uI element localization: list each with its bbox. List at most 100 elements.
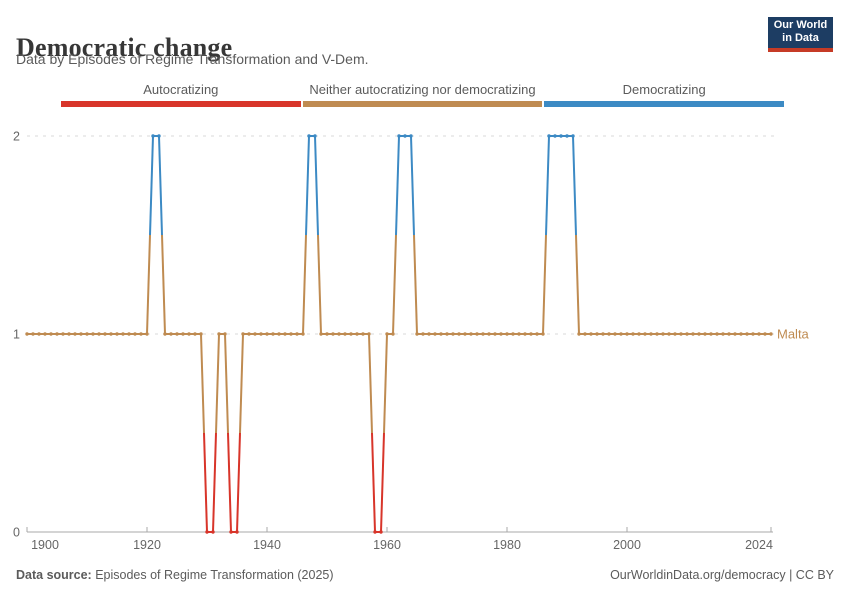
data-point-marker [553,134,557,138]
line-segment [410,135,415,236]
data-point-marker [601,332,605,336]
line-segment [371,432,376,533]
data-point-marker [403,134,407,138]
data-point-marker [325,332,329,336]
data-point-marker [133,332,137,336]
data-point-marker [235,530,239,534]
data-point-marker [769,332,773,336]
x-tick-label: 2024 [745,538,773,552]
legend-bar [544,101,785,107]
data-point-marker [457,332,461,336]
line-segment [383,333,388,434]
data-point-marker [73,332,77,336]
data-point-marker [97,332,101,336]
data-point-marker [79,332,83,336]
y-tick-label: 1 [13,328,20,342]
category-legend: Autocratizing Neither autocratizing nor … [60,82,785,107]
data-point-marker [523,332,527,336]
data-point-marker [619,332,623,336]
data-point-marker [349,332,353,336]
data-point-marker [589,332,593,336]
line-segment [236,432,241,533]
data-point-marker [247,332,251,336]
data-point-marker [175,332,179,336]
data-point-marker [103,332,107,336]
data-point-marker [367,332,371,336]
data-point-marker [67,332,71,336]
data-point-marker [667,332,671,336]
chart-subtitle: Data by Episodes of Regime Transformatio… [16,51,369,67]
legend-bar [302,101,543,107]
data-point-marker [469,332,473,336]
data-point-marker [361,332,365,336]
data-point-marker [355,332,359,336]
chart-footer: Data source: Episodes of Regime Transfor… [16,568,834,582]
data-point-marker [43,332,47,336]
data-point-marker [409,134,413,138]
data-point-marker [547,134,551,138]
data-point-marker [211,530,215,534]
data-point-marker [697,332,701,336]
data-point-marker [625,332,629,336]
data-point-marker [307,134,311,138]
data-point-marker [475,332,479,336]
data-point-marker [703,332,707,336]
data-point-marker [187,332,191,336]
data-point-marker [433,332,437,336]
y-tick-label: 0 [13,526,20,540]
line-segment [380,432,385,533]
data-point-marker [739,332,743,336]
data-point-marker [61,332,65,336]
line-segment [212,432,217,533]
data-point-marker [505,332,509,336]
owid-logo-line1: Our World [773,19,828,31]
data-point-marker [385,332,389,336]
legend-label: Autocratizing [143,82,219,97]
data-point-marker [511,332,515,336]
data-source: Data source: Episodes of Regime Transfor… [16,568,334,582]
data-point-marker [319,332,323,336]
data-point-marker [91,332,95,336]
data-point-marker [373,530,377,534]
series-line-malta[interactable] [27,135,771,533]
data-point-marker [25,332,29,336]
data-point-marker [397,134,401,138]
data-point-marker [31,332,35,336]
data-point-marker [613,332,617,336]
data-point-marker [343,332,347,336]
data-point-marker [85,332,89,336]
credit-link[interactable]: OurWorldinData.org/democracy | CC BY [610,568,834,582]
x-tick-label: 1900 [31,538,59,552]
data-point-marker [193,332,197,336]
x-axis: 1900 1920 1940 1960 1980 2000 2024 [26,527,773,552]
data-point-marker [253,332,257,336]
data-point-marker [583,332,587,336]
line-segment [158,135,163,236]
data-point-marker [259,332,263,336]
data-point-marker [541,332,545,336]
x-tick-label: 1940 [253,538,281,552]
data-point-marker [535,332,539,336]
line-segment [542,234,547,335]
data-point-marker [157,134,161,138]
data-point-marker [709,332,713,336]
data-point-marker [241,332,245,336]
data-point-marker [517,332,521,336]
entity-label[interactable]: Malta [777,327,810,342]
data-point-marker [673,332,677,336]
data-point-marker [229,530,233,534]
data-point-marker [301,332,305,336]
legend-item-democratizing: Democratizing [544,82,785,107]
data-point-marker [463,332,467,336]
data-point-marker [559,134,563,138]
data-point-marker [751,332,755,336]
data-point-marker [685,332,689,336]
legend-label: Neither autocratizing nor democratizing [309,82,536,97]
data-point-marker [283,332,287,336]
data-point-marker [223,332,227,336]
line-segment [149,135,154,236]
data-point-marker [595,332,599,336]
series-markers-malta[interactable] [25,134,773,534]
data-point-marker [691,332,695,336]
